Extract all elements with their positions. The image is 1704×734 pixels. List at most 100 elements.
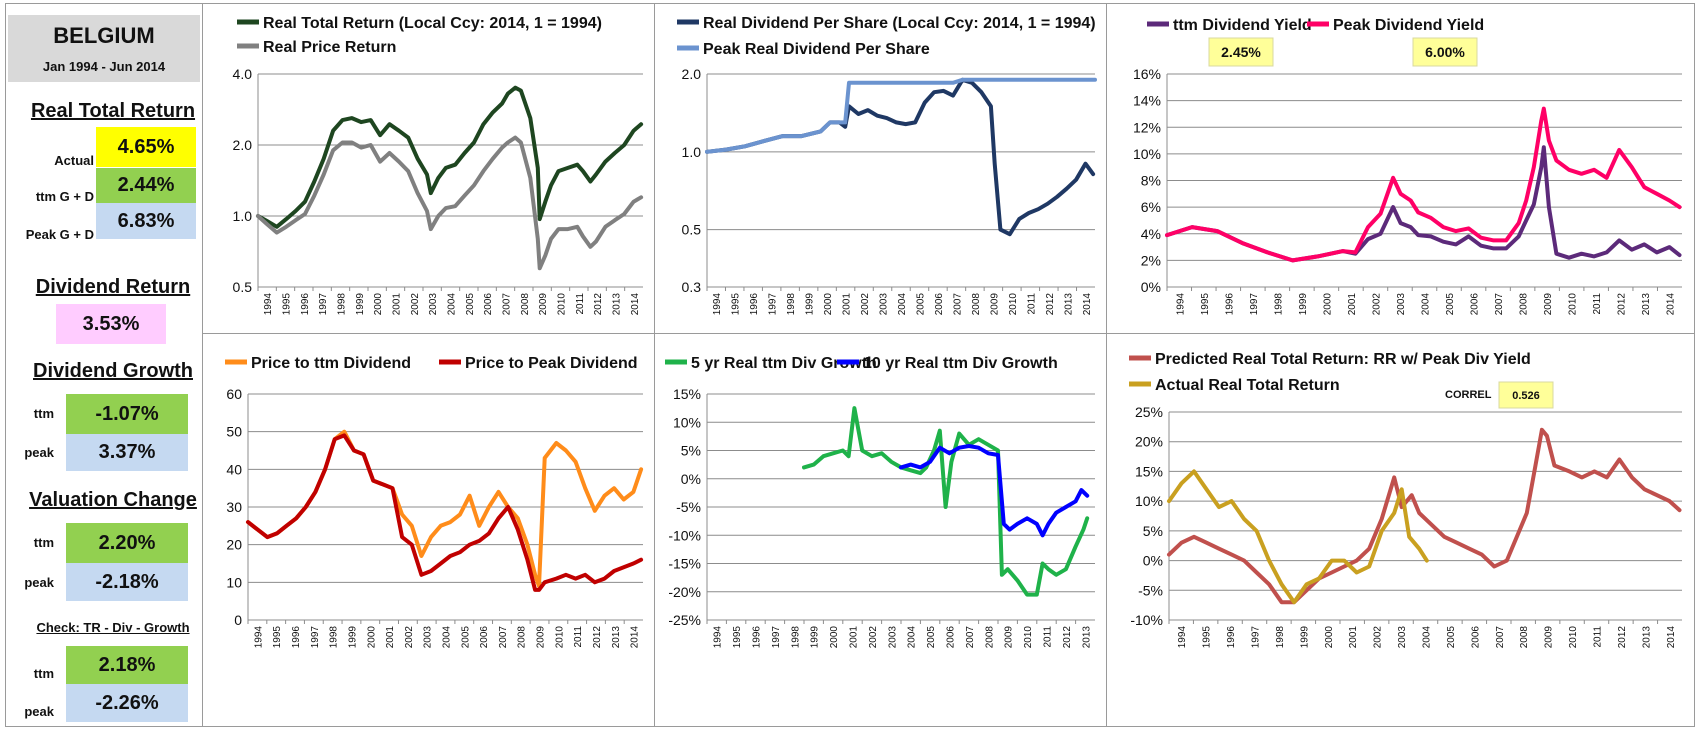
x-tick-label: 1996 — [1224, 293, 1235, 316]
x-tick-label: 2012 — [1045, 293, 1056, 316]
x-tick-label: 2009 — [536, 626, 547, 649]
y-tick-label: 2% — [1141, 252, 1161, 268]
x-tick-label: 2005 — [926, 626, 937, 649]
x-tick-label: 2011 — [1592, 293, 1603, 315]
dividend-return-heading: Dividend Return — [35, 276, 191, 298]
y-tick-label: 2.0 — [682, 66, 702, 82]
y-tick-label: 0.5 — [233, 279, 253, 295]
ttm-gd-value: 2.44% — [96, 168, 196, 203]
x-tick-label: 1999 — [810, 626, 821, 649]
x-tick-label: 1998 — [329, 626, 340, 649]
x-tick-label: 2001 — [1348, 626, 1359, 649]
y-tick-label: 10 — [226, 574, 242, 590]
series-line-real-price-return — [256, 135, 644, 271]
y-tick-label: 14% — [1133, 93, 1161, 109]
x-tick-label: 2012 — [592, 626, 603, 649]
x-tick-label: 2000 — [1322, 293, 1333, 316]
x-tick-label: 1999 — [805, 293, 816, 316]
y-tick-label: 15% — [673, 386, 701, 402]
x-tick-label: 1996 — [752, 626, 763, 649]
y-tick-label: 0% — [1141, 279, 1161, 295]
x-tick-label: 1995 — [272, 626, 283, 649]
legend-label: Price to Peak Dividend — [465, 355, 638, 372]
y-tick-label: -20% — [668, 584, 701, 600]
country-name: BELGIUM — [53, 23, 155, 48]
y-tick-label: 10% — [1135, 493, 1163, 509]
y-tick-label: 4.0 — [233, 66, 253, 82]
x-tick-label: 2009 — [1543, 293, 1554, 316]
row-label: ttm — [33, 406, 54, 421]
actual-value: 4.65% — [96, 127, 196, 167]
x-tick-label: 1994 — [1175, 293, 1186, 316]
x-tick-label: 2000 — [829, 626, 840, 649]
y-tick-label: 15% — [1135, 463, 1163, 479]
x-tick-label: 2008 — [517, 626, 528, 649]
x-tick-label: 2008 — [984, 626, 995, 649]
legend-label: Price to ttm Dividend — [251, 355, 411, 372]
x-tick-label: 2002 — [1371, 293, 1382, 316]
legend-label: Predicted Real Total Return: RR w/ Peak … — [1155, 351, 1531, 368]
x-tick-label: 1998 — [790, 626, 801, 649]
divider — [202, 3, 203, 727]
yield-badge-value: 6.00% — [1425, 44, 1465, 60]
x-tick-label: 1997 — [318, 293, 329, 316]
series-line-peak-dividend-yield — [1165, 106, 1682, 263]
y-tick-label: 0 — [234, 612, 242, 628]
x-tick-label: 2010 — [1023, 626, 1034, 649]
x-tick-label: 2012 — [593, 293, 604, 316]
x-tick-label: 2013 — [1641, 626, 1652, 649]
yield-badge — [1208, 37, 1274, 67]
y-tick-label: 6% — [1141, 199, 1161, 215]
x-tick-label: 2014 — [1666, 293, 1677, 316]
correl-badge — [1498, 381, 1554, 409]
x-tick-label: 1997 — [1251, 626, 1262, 649]
x-tick-label: 1996 — [300, 293, 311, 316]
series-line-actual-real-total-return — [1167, 469, 1429, 605]
x-tick-label: 2002 — [1373, 626, 1384, 649]
x-tick-label: 1995 — [1202, 626, 1213, 649]
x-tick-label: 2006 — [934, 293, 945, 316]
dividend-return-value: 3.53% — [56, 304, 166, 344]
legend-label: 5 yr Real ttm Div Growth — [691, 355, 877, 372]
x-tick-label: 1997 — [768, 293, 779, 316]
x-tick-label: 2013 — [611, 626, 622, 649]
x-tick-label: 1998 — [1275, 626, 1286, 649]
series-line-10-yr-real-ttm-div-growth — [899, 444, 1090, 538]
y-tick-label: 16% — [1133, 66, 1161, 82]
x-tick-label: 2012 — [1617, 293, 1628, 316]
divider — [202, 333, 1695, 334]
x-tick-label: 2012 — [1617, 626, 1628, 649]
x-tick-label: 1999 — [347, 626, 358, 649]
divider — [654, 3, 655, 727]
y-tick-label: 30 — [226, 499, 242, 515]
valuation-peak-value: -2.18% — [66, 563, 188, 601]
y-tick-label: 60 — [226, 386, 242, 402]
y-tick-label: -10% — [1130, 612, 1163, 628]
y-tick-label: 40 — [226, 461, 242, 477]
yield-badge — [1412, 37, 1478, 67]
series-line-real-dividend-per-share-local-ccy-2014-1-1994 — [705, 77, 1096, 237]
chart-dividend-yield: 0% 2% 4% 6% 8% 10% 12% 14% 16% 1994 1995 1996 1997 19… — [1133, 17, 1682, 316]
x-tick-label: 2004 — [1422, 626, 1433, 649]
x-tick-label: 1996 — [1226, 626, 1237, 649]
x-tick-label: 1998 — [337, 293, 348, 316]
y-tick-label: -5% — [676, 499, 701, 515]
x-tick-label: 2001 — [392, 293, 403, 316]
y-tick-label: 4% — [1141, 226, 1161, 242]
x-tick-label: 2013 — [1081, 626, 1092, 649]
y-tick-label: 20% — [1135, 434, 1163, 450]
x-tick-label: 1994 — [712, 293, 723, 316]
chart-div-growth: -25% -20% -15% -10% -5% 0% 5% 10% 15% 1994 1995 199… — [665, 355, 1095, 649]
row-label: Actual — [54, 153, 94, 168]
x-tick-label: 2006 — [946, 626, 957, 649]
yield-badge-value: 2.45% — [1221, 44, 1261, 60]
x-tick-label: 2007 — [952, 293, 963, 316]
real-total-return-heading: Real Total Return — [30, 100, 196, 122]
x-tick-label: 1995 — [731, 293, 742, 316]
chart-real-total-return: 0.5 1.0 2.0 4.0 1994 1995 1996 1997 1998 1999 2000… — [233, 15, 644, 316]
x-tick-label: 1998 — [1273, 293, 1284, 316]
x-tick-label: 2008 — [1519, 626, 1530, 649]
y-tick-label: 0% — [681, 471, 701, 487]
x-tick-label: 2010 — [1568, 293, 1579, 316]
check-ttm-value: 2.18% — [66, 646, 188, 684]
